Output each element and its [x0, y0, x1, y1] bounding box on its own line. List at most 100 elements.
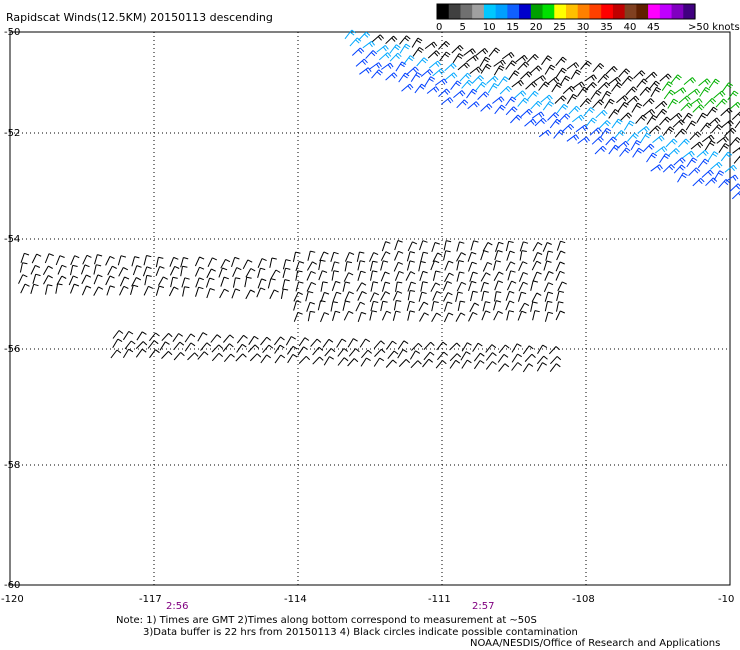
wind-barb	[555, 67, 567, 78]
wind-barb	[631, 102, 643, 113]
wind-barb	[432, 290, 442, 301]
wind-barb	[385, 359, 397, 368]
x-tick-label: -111	[428, 594, 451, 605]
legend-swatch	[671, 4, 684, 19]
wind-barb	[418, 291, 427, 302]
wind-barb	[169, 265, 180, 276]
wind-barb	[627, 95, 640, 104]
wind-barb	[480, 272, 491, 282]
wind-barb	[598, 120, 611, 129]
wind-barb	[68, 275, 78, 286]
wind-barb	[343, 272, 354, 282]
wind-barb	[428, 60, 442, 69]
wind-barb	[312, 356, 324, 365]
wind-barb	[493, 260, 501, 271]
wind-barb	[262, 344, 274, 354]
wind-barb	[270, 269, 281, 279]
wind-barb	[678, 138, 690, 148]
wind-barb	[531, 260, 542, 271]
wind-barb	[456, 281, 467, 292]
legend-swatch	[612, 4, 626, 19]
wind-barb	[720, 151, 733, 162]
wind-barb	[443, 240, 452, 251]
wind-barb	[520, 108, 533, 118]
wind-barb	[673, 87, 687, 95]
wind-barb	[527, 90, 539, 101]
wind-barb	[584, 74, 597, 82]
wind-barb	[389, 52, 402, 62]
wind-barb	[515, 54, 528, 63]
wind-barb	[517, 61, 530, 71]
wind-barb	[348, 348, 360, 357]
wind-barb	[418, 261, 426, 272]
wind-barb	[419, 312, 429, 322]
wind-barb	[555, 310, 566, 321]
y-tick-label: -60	[4, 580, 20, 591]
wind-barb	[595, 109, 608, 119]
wind-barb	[407, 281, 416, 292]
wind-barb	[590, 89, 602, 100]
wind-barb	[295, 261, 305, 272]
wind-barb	[43, 275, 53, 285]
wind-barb	[355, 301, 366, 312]
wind-barb	[332, 310, 341, 321]
wind-barb	[407, 241, 418, 252]
note-line-1: Note: 1) Times are GMT 2)Times along bot…	[116, 615, 537, 626]
wind-barb	[318, 259, 326, 271]
wind-barb	[708, 78, 720, 89]
wind-barb	[701, 134, 715, 143]
wind-barb	[642, 109, 656, 117]
wind-barb	[654, 100, 668, 109]
wind-barb	[511, 79, 524, 88]
wind-barb	[306, 301, 315, 312]
wind-barb	[220, 276, 229, 287]
wind-barb	[600, 127, 612, 138]
y-tick-label: -56	[4, 344, 20, 355]
legend-swatch	[460, 4, 473, 19]
wind-barb	[699, 86, 711, 97]
wind-barb	[414, 83, 426, 94]
wind-barb	[690, 98, 703, 106]
wind-barb	[93, 264, 102, 275]
wind-barb	[618, 68, 631, 78]
wind-barb	[380, 260, 389, 271]
wind-barb	[505, 106, 518, 116]
legend-swatch	[483, 4, 497, 19]
wind-barb	[555, 270, 565, 281]
y-axis-labels: -50 -52 -54 -56 -58 -60	[4, 27, 20, 591]
wind-barb	[705, 177, 718, 187]
wind-barb	[554, 95, 567, 104]
wind-barb	[654, 146, 668, 154]
wind-barb	[119, 276, 130, 287]
wind-barb	[407, 290, 416, 301]
wind-barb	[305, 291, 314, 302]
wind-barb	[293, 311, 303, 322]
legend-swatch	[624, 4, 637, 19]
wind-barb	[132, 265, 142, 276]
wind-barbs	[18, 29, 740, 373]
wind-barb	[450, 80, 462, 90]
legend-swatch	[589, 4, 602, 19]
wind-barb	[344, 261, 352, 272]
wind-barb	[318, 270, 328, 281]
wind-barb	[393, 300, 402, 311]
legend-swatch	[437, 4, 450, 19]
wind-barb	[143, 285, 154, 296]
wind-barb	[169, 256, 179, 267]
wind-barb	[674, 128, 687, 138]
wind-barb	[172, 333, 183, 342]
wind-barb	[546, 76, 560, 85]
wind-barb	[731, 190, 740, 200]
wind-barb	[385, 35, 398, 45]
wind-barb	[142, 266, 152, 277]
wind-barb	[540, 94, 553, 103]
wind-barb	[374, 348, 386, 357]
wind-barb	[592, 99, 605, 109]
wind-barb	[530, 280, 539, 291]
wind-barb	[323, 356, 334, 366]
wind-barb	[381, 241, 391, 252]
wind-barb	[32, 273, 41, 284]
wind-barb	[532, 241, 543, 252]
wind-barb	[322, 338, 334, 348]
wind-barb	[456, 252, 466, 262]
